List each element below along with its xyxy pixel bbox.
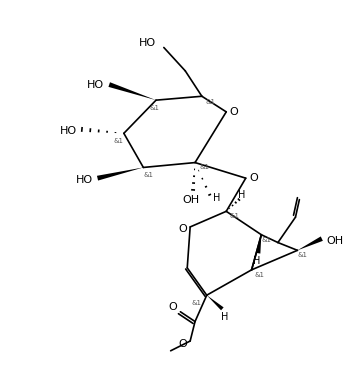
Text: O: O bbox=[249, 173, 258, 183]
Text: O: O bbox=[178, 224, 187, 234]
Text: &1: &1 bbox=[229, 213, 239, 219]
Text: H: H bbox=[238, 190, 246, 200]
Text: &1: &1 bbox=[192, 300, 202, 306]
Text: &1: &1 bbox=[143, 172, 153, 178]
Text: O: O bbox=[178, 339, 187, 349]
Text: HO: HO bbox=[60, 127, 77, 137]
Text: HO: HO bbox=[76, 175, 93, 185]
Polygon shape bbox=[297, 236, 323, 250]
Text: HO: HO bbox=[87, 80, 104, 90]
Text: H: H bbox=[220, 312, 228, 322]
Text: &1: &1 bbox=[200, 164, 210, 171]
Text: &1: &1 bbox=[114, 138, 124, 144]
Text: H: H bbox=[253, 256, 260, 266]
Text: &1: &1 bbox=[254, 272, 264, 278]
Polygon shape bbox=[207, 295, 224, 310]
Text: OH: OH bbox=[183, 195, 200, 205]
Text: HO: HO bbox=[139, 38, 156, 48]
Text: &1: &1 bbox=[206, 99, 216, 105]
Polygon shape bbox=[97, 168, 144, 181]
Text: &1: &1 bbox=[149, 105, 159, 111]
Text: &1: &1 bbox=[297, 252, 307, 258]
Text: H: H bbox=[213, 193, 220, 203]
Text: OH: OH bbox=[327, 236, 344, 246]
Text: &1: &1 bbox=[261, 236, 271, 243]
Text: O: O bbox=[230, 107, 238, 117]
Text: O: O bbox=[168, 302, 177, 312]
Polygon shape bbox=[256, 235, 262, 253]
Polygon shape bbox=[108, 82, 156, 100]
